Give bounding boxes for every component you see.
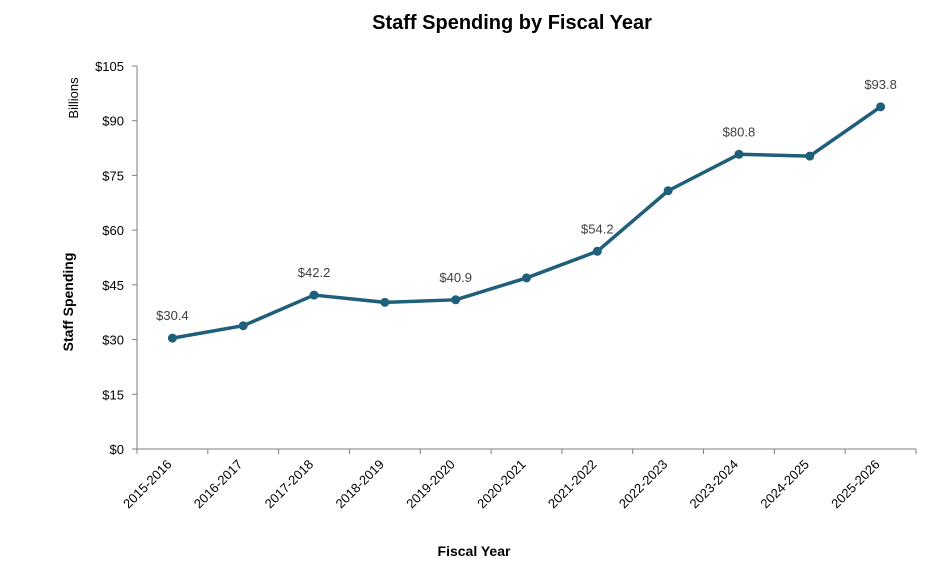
- data-label: $42.2: [298, 265, 331, 280]
- x-axis-title: Fiscal Year: [438, 543, 511, 559]
- x-tick-label: 2022-2023: [616, 457, 671, 512]
- series-group: [167, 102, 886, 343]
- y-tick-label: $60: [102, 223, 124, 238]
- data-point: [451, 295, 461, 305]
- data-label-group: $30.4 $42.2 $40.9 $54.2 $80.8 $93.8: [156, 77, 897, 323]
- series-line: [170, 105, 883, 340]
- x-tick-label: 2020-2021: [474, 457, 529, 512]
- data-label: $80.8: [723, 124, 756, 139]
- y-tick-label: $105: [95, 59, 124, 74]
- data-point: [309, 290, 319, 300]
- y-tick-labels: $0 $15 $30 $45 $60 $75 $90 $105: [95, 59, 124, 457]
- x-tick-label: 2024-2025: [757, 457, 812, 512]
- data-point: [876, 102, 886, 112]
- data-label: $54.2: [581, 221, 614, 236]
- x-tick-label: 2025-2026: [828, 457, 883, 512]
- chart-title: Staff Spending by Fiscal Year: [372, 12, 652, 34]
- data-point: [380, 297, 390, 307]
- x-tick-label: 2023-2024: [687, 457, 742, 512]
- data-label: $40.9: [439, 270, 472, 285]
- data-point: [805, 151, 815, 161]
- x-tick-label: 2015-2016: [120, 457, 175, 512]
- y-axis-unit-label: Billions: [66, 77, 81, 119]
- y-tick-label: $90: [102, 114, 124, 129]
- data-label: $30.4: [156, 308, 189, 323]
- y-tick-label: $30: [102, 333, 124, 348]
- data-label: $93.8: [864, 77, 897, 92]
- x-tick-labels: 2015-2016 2016-2017 2017-2018 2018-2019 2019…: [120, 457, 883, 512]
- data-point: [238, 321, 248, 331]
- x-tick-label: 2021-2022: [545, 457, 600, 512]
- y-tick-label: $45: [102, 278, 124, 293]
- data-point: [663, 186, 673, 196]
- data-point: [592, 246, 602, 256]
- y-tick-label: $75: [102, 168, 124, 183]
- axes-group: [132, 65, 917, 454]
- x-tick-label: 2018-2019: [332, 457, 387, 512]
- y-tick-label: $0: [110, 442, 124, 457]
- x-tick-label: 2019-2020: [403, 457, 458, 512]
- y-axis-title: Staff Spending: [60, 253, 76, 352]
- data-point: [734, 149, 744, 159]
- x-tick-label: 2017-2018: [262, 457, 317, 512]
- data-point: [167, 333, 177, 343]
- y-tick-label: $15: [102, 387, 124, 402]
- data-point: [522, 273, 531, 283]
- x-tick-label: 2016-2017: [191, 457, 246, 512]
